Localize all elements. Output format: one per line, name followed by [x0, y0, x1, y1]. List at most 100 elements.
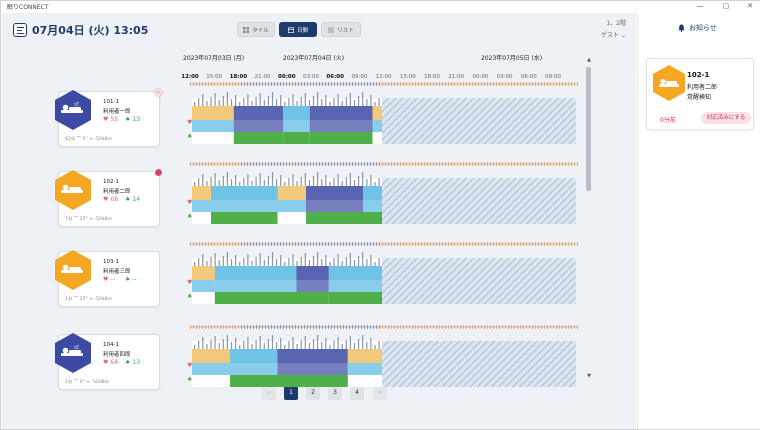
- movement-spike: [329, 182, 331, 186]
- hour-label: 03:00: [303, 74, 319, 80]
- scrollbar-thumb[interactable]: [586, 67, 591, 191]
- movement-spike: [198, 258, 200, 266]
- sleep-stage-segment: [372, 120, 382, 132]
- scroll-up-icon[interactable]: ▲: [587, 57, 591, 63]
- mark-handled-button[interactable]: 対応済みにする: [701, 112, 751, 124]
- movement-spike: [284, 102, 286, 106]
- resident-card[interactable]: 103-1 利用者三郎 ♥ -- ♠ -- 1分 ⌒ 27° ≈ -50dBm: [55, 250, 160, 307]
- movement-spike: [333, 258, 335, 266]
- tab-tile[interactable]: タイル: [237, 22, 275, 37]
- floor-selector[interactable]: 1、2階: [606, 20, 626, 27]
- resident-card[interactable]: zZ 104-1 利用者四郎 ♥ 68 ♠ 13 1分 ⌒ 0° ≈ -50dBm: [55, 333, 160, 390]
- movement-spike: [329, 262, 331, 266]
- movement-spike: [284, 345, 286, 349]
- sleep-stage-segment: [192, 266, 215, 280]
- page-1-button[interactable]: 1: [284, 386, 298, 400]
- notice-status-hex: [653, 65, 685, 101]
- sleep-stage-segment: [233, 106, 284, 120]
- movement-spike: [321, 179, 323, 186]
- sleeping-person-icon: zZ: [61, 102, 83, 113]
- movement-spike: [374, 182, 376, 186]
- resident-card[interactable]: zZ 101-1 利用者一郎 ♥ 55 ♠ 13 43分 ⌒ 5° ≈ -50dBm ✕: [55, 88, 163, 147]
- movement-spike: [263, 343, 265, 349]
- movement-spike: [288, 98, 290, 106]
- chevron-down-icon: ⌄: [620, 32, 626, 39]
- dismiss-icon[interactable]: ✕: [154, 88, 163, 97]
- movement-spike: [337, 94, 339, 106]
- room-number: 101-1: [103, 99, 119, 105]
- movement-spike: [349, 336, 351, 349]
- sleep-chart[interactable]: [186, 331, 578, 389]
- minimize-button[interactable]: —: [696, 2, 704, 10]
- movement-spike: [267, 256, 269, 266]
- heart-icon: ♥: [103, 116, 109, 123]
- movement-spike: [194, 345, 196, 349]
- tab-tile-label: タイル: [252, 27, 269, 34]
- respiration-segment: [211, 212, 278, 224]
- movement-spike: [226, 252, 228, 266]
- movement-spike: [333, 341, 335, 349]
- resident-name: 利用者四郎: [103, 352, 131, 358]
- menu-button[interactable]: [13, 23, 27, 37]
- tab-daily[interactable]: 日間: [279, 22, 317, 37]
- movement-spike: [362, 335, 364, 349]
- movement-spike: [378, 98, 380, 106]
- maximize-button[interactable]: ▢: [722, 2, 730, 10]
- close-button[interactable]: ✕: [747, 2, 753, 10]
- lungs-icon: ♠: [187, 293, 193, 300]
- movement-spike: [210, 177, 212, 186]
- movement-spike: [259, 173, 261, 186]
- sleep-chart[interactable]: [186, 88, 578, 146]
- movement-spike: [321, 259, 323, 266]
- movement-spike: [366, 99, 368, 106]
- resident-name: 利用者一郎: [103, 109, 131, 115]
- movement-spike: [271, 335, 274, 349]
- timeline-ruler: [190, 162, 578, 166]
- movement-spike: [312, 339, 315, 349]
- movement-spike: [345, 257, 347, 266]
- sleep-stage-segment: [192, 186, 211, 200]
- movement-spike: [349, 173, 351, 186]
- page-2-button[interactable]: 2: [306, 386, 320, 400]
- movement-spike: [312, 96, 315, 106]
- page-3-button[interactable]: 3: [328, 386, 342, 400]
- tab-list[interactable]: リスト: [321, 22, 361, 37]
- scroll-down-icon[interactable]: ▼: [587, 373, 591, 379]
- alert-dot-icon: [154, 168, 163, 177]
- movement-spike: [321, 342, 323, 349]
- sleep-chart[interactable]: [186, 168, 578, 226]
- day-label: 2023年07月04日 (火): [283, 55, 345, 62]
- movement-spike: [251, 181, 253, 186]
- heart-rate: ♥ 55: [103, 116, 118, 123]
- respiration-segment: [230, 375, 278, 387]
- movement-spike: [280, 175, 282, 186]
- sleep-stage-segment: [347, 363, 382, 375]
- movement-spike: [370, 175, 372, 186]
- movement-spike: [251, 344, 253, 349]
- svg-text:zZ: zZ: [74, 102, 79, 107]
- movement-spike: [362, 172, 364, 186]
- movement-spike: [358, 96, 360, 106]
- heart-icon: ♥: [187, 119, 193, 126]
- movement-spike: [378, 258, 380, 266]
- prev-page-button[interactable]: ‹: [262, 386, 276, 400]
- notice-card[interactable]: 102-1 利用者二郎 覚醒検知 0分前 対応済みにする: [646, 58, 754, 130]
- movement-spike: [202, 94, 204, 106]
- page-4-button[interactable]: 4: [350, 386, 364, 400]
- timeline-ruler: [190, 325, 578, 329]
- resident-card[interactable]: 102-1 利用者二郎 ♥ 68 ♠ 14 7分 ⌒ 27° ≈ -50dBm: [55, 168, 163, 227]
- movement-spike: [206, 181, 208, 186]
- sleep-chart[interactable]: [186, 248, 578, 306]
- notice-time-ago: 0分前: [660, 117, 676, 124]
- movement-spike: [304, 173, 306, 186]
- user-menu[interactable]: ゲスト ⌄: [601, 30, 626, 39]
- movement-spike: [317, 252, 319, 266]
- hour-label: 00:00: [472, 74, 489, 80]
- next-page-button[interactable]: ›: [373, 386, 387, 400]
- scrollbar[interactable]: ▲ ▼: [585, 57, 593, 381]
- movement-spike: [325, 175, 327, 186]
- movement-spike: [222, 256, 224, 266]
- movement-spike: [251, 261, 253, 266]
- bed-person-icon: [61, 264, 83, 273]
- hour-label: 18:00: [424, 74, 440, 80]
